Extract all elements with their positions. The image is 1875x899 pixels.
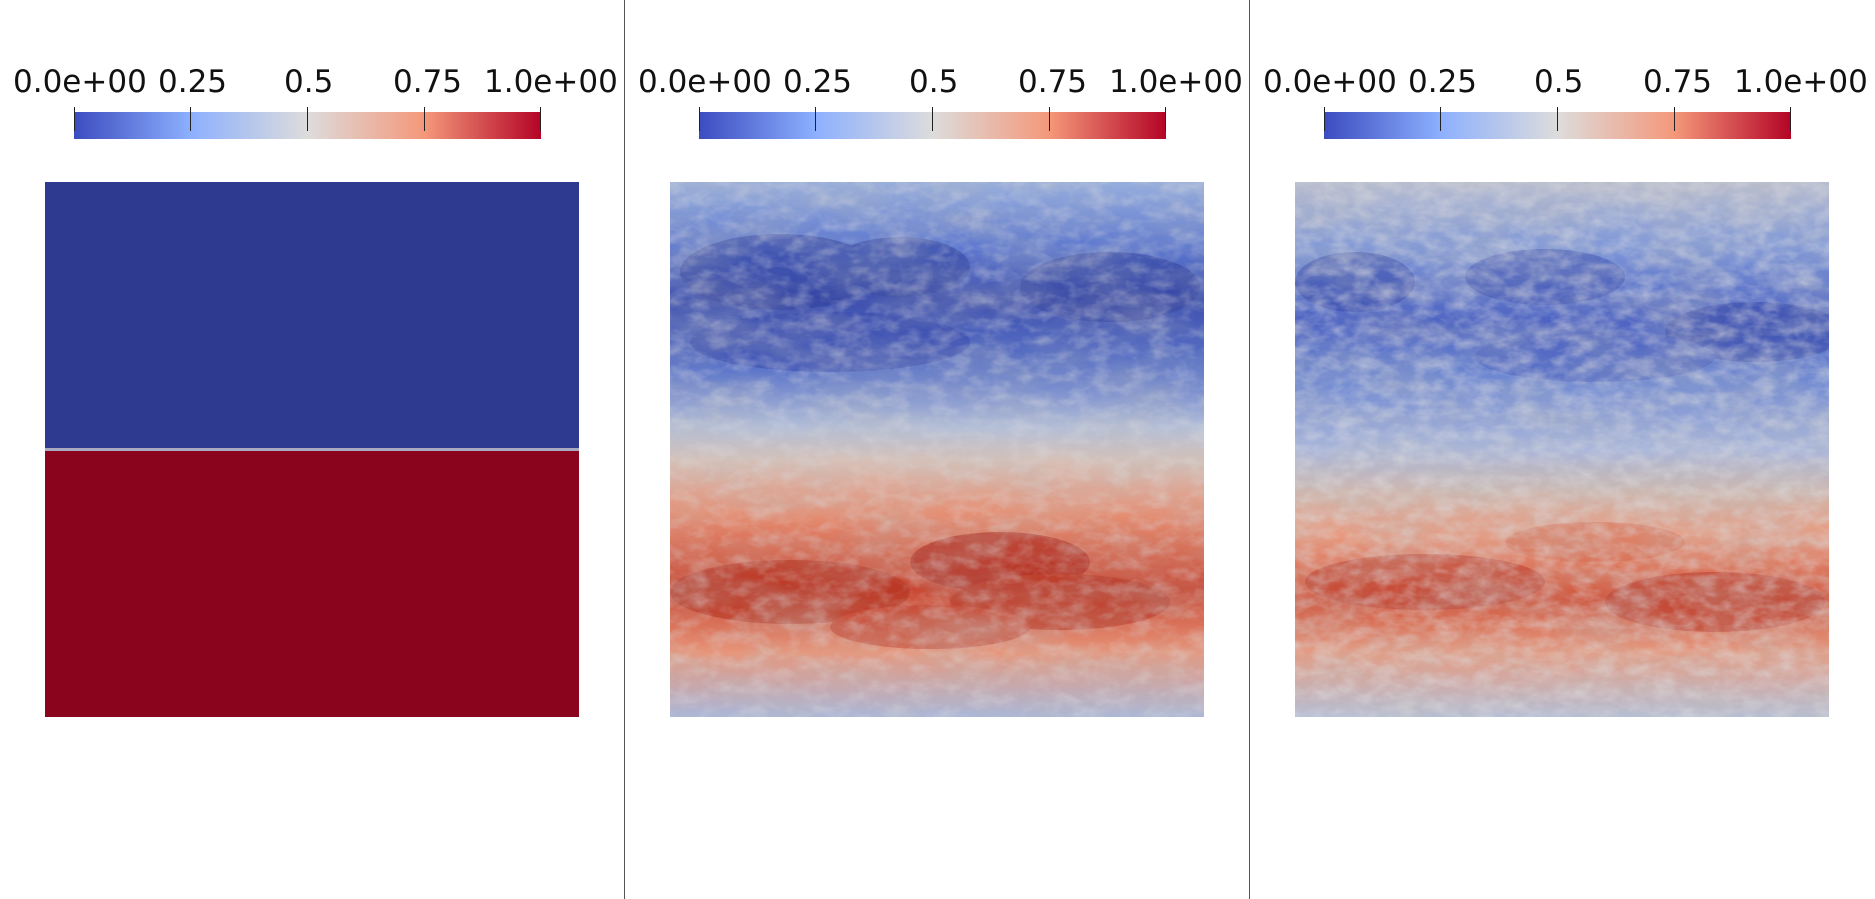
colorbar-labels: 0.0e+00 0.25 0.5 0.75 1.0e+00 (625, 64, 1250, 100)
colorbar-tick (1557, 107, 1558, 131)
colorbar-label-max: 1.0e+00 (1109, 64, 1243, 100)
colorbar-label-min: 0.0e+00 (1263, 64, 1397, 100)
field-plot-noisy-b (1295, 182, 1829, 717)
colorbar-ticks (74, 107, 541, 131)
colorbar-label-mid: 0.5 (1534, 64, 1584, 100)
colorbar-label-q3: 0.75 (1018, 64, 1088, 100)
field-plot-step (45, 182, 579, 717)
viewport-divider[interactable] (624, 0, 625, 899)
field-plot-noisy-a (670, 182, 1204, 717)
colorbar-tick (1790, 107, 1791, 131)
colorbar-label-mid: 0.5 (284, 64, 334, 100)
viewport-right[interactable]: 0.0e+00 0.25 0.5 0.75 1.0e+00 (1250, 0, 1875, 899)
colorbar-tick (1049, 107, 1050, 131)
colorbar-label-min: 0.0e+00 (13, 64, 147, 100)
colorbar-label-min: 0.0e+00 (638, 64, 772, 100)
colorbar-tick (1440, 107, 1441, 131)
colorbar-tick (699, 107, 700, 131)
viewport-left[interactable]: 0.0e+00 0.25 0.5 0.75 1.0e+00 (0, 0, 625, 899)
colorbar-label-q1: 0.25 (783, 64, 853, 100)
colorbar-tick (932, 107, 933, 131)
colorbar-label-q1: 0.25 (158, 64, 228, 100)
colorbar-label-q3: 0.75 (1643, 64, 1713, 100)
colorbar-ticks (699, 107, 1166, 131)
viewport-middle[interactable]: 0.0e+00 0.25 0.5 0.75 1.0e+00 (625, 0, 1250, 899)
colorbar-labels: 0.0e+00 0.25 0.5 0.75 1.0e+00 (1250, 64, 1875, 100)
colorbar-label-q3: 0.75 (393, 64, 463, 100)
colorbar-tick (424, 107, 425, 131)
colorbar-tick (815, 107, 816, 131)
colorbar-tick (74, 107, 75, 131)
colorbar-tick (1324, 107, 1325, 131)
colorbar-tick (190, 107, 191, 131)
colorbar-label-mid: 0.5 (909, 64, 959, 100)
colorbar-tick (307, 107, 308, 131)
colorbar-ticks (1324, 107, 1791, 131)
colorbar-tick (540, 107, 541, 131)
colorbar-tick (1674, 107, 1675, 131)
colorbar-tick (1165, 107, 1166, 131)
colorbar-label-max: 1.0e+00 (1734, 64, 1868, 100)
viewport-divider[interactable] (1249, 0, 1250, 899)
colorbar-labels: 0.0e+00 0.25 0.5 0.75 1.0e+00 (0, 64, 625, 100)
colorbar-label-q1: 0.25 (1408, 64, 1478, 100)
colorbar-label-max: 1.0e+00 (484, 64, 618, 100)
